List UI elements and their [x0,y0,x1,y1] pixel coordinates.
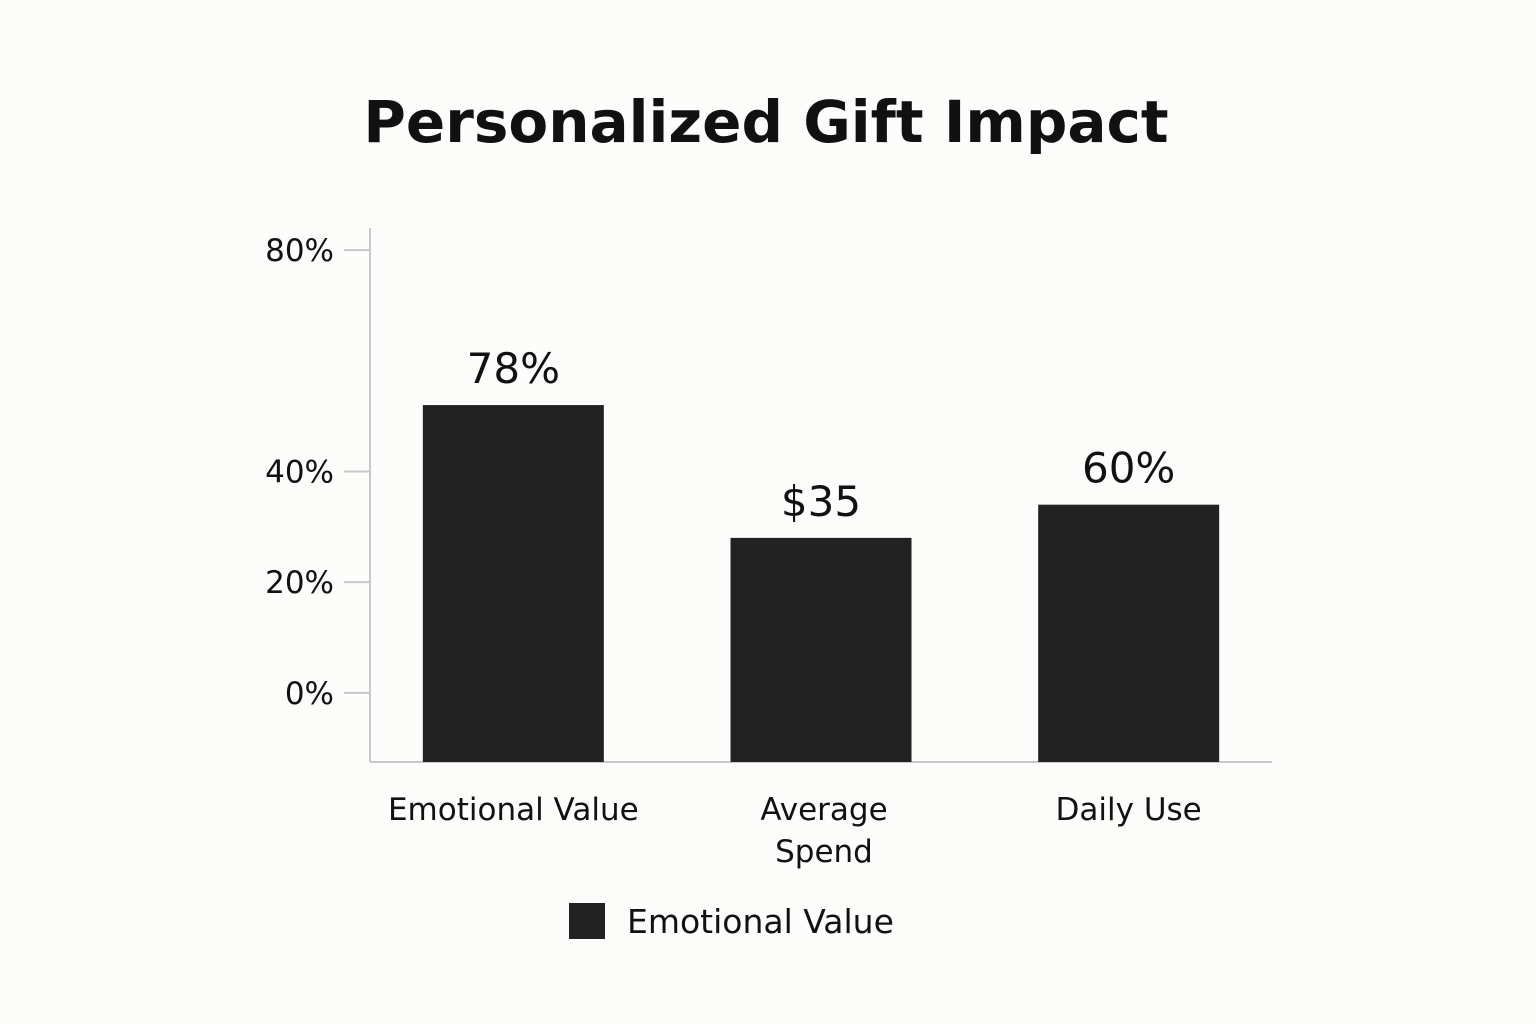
bar [730,537,912,762]
data-labels: 78% $35 60% [467,344,1176,526]
bar [422,405,604,762]
data-label: $35 [781,477,861,526]
y-tick-label: 40% [265,454,334,490]
y-axis-ticks: 0% 20% 40% 80% [265,233,370,712]
y-tick-label: 0% [285,676,334,712]
category-label: Daily Use [1056,792,1202,828]
y-tick-label: 80% [265,233,334,269]
legend-swatch [569,903,605,939]
bars [422,405,1220,762]
data-label: 78% [467,344,560,393]
legend: Emotional Value [569,902,894,941]
category-labels: Emotional Value Average Spend Daily Use [388,792,1202,870]
legend-label: Emotional Value [627,902,894,941]
category-label: Emotional Value [388,792,639,828]
data-label: 60% [1082,444,1175,493]
category-label: Average [760,792,887,828]
bar [1038,504,1220,762]
category-label: Spend [775,834,873,870]
chart-title: Personalized Gift Impact [363,88,1168,156]
y-tick-label: 20% [265,565,334,601]
